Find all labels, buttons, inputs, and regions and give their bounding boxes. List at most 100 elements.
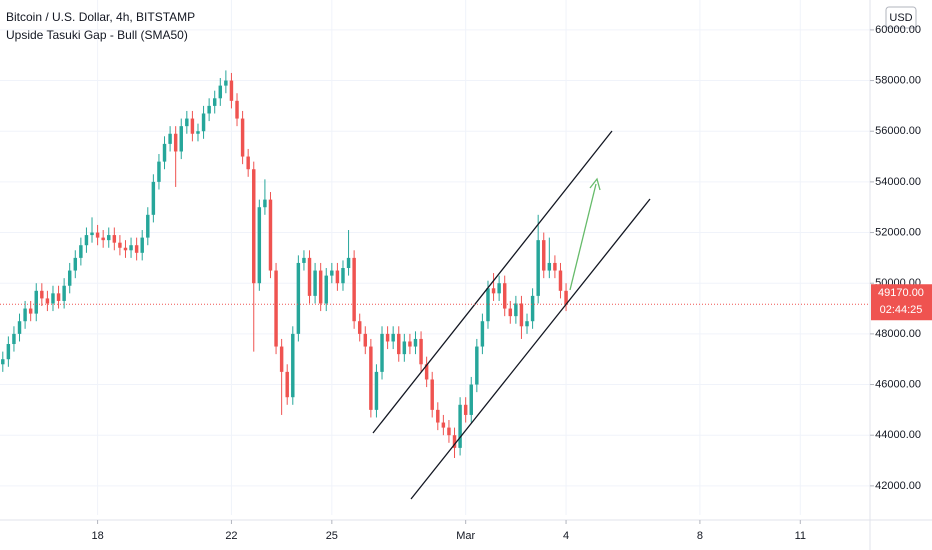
y-tick-label: 56000.00 bbox=[875, 125, 921, 137]
candle-body bbox=[324, 275, 328, 304]
candle-body bbox=[134, 245, 139, 253]
candle-body bbox=[463, 404, 468, 415]
x-tick-label: Mar bbox=[456, 530, 475, 542]
candle-body bbox=[62, 285, 66, 301]
candle-body bbox=[229, 80, 234, 101]
candle-body bbox=[112, 235, 117, 243]
candle-body bbox=[1, 359, 5, 365]
candle-body bbox=[40, 290, 44, 299]
candle-body bbox=[140, 237, 144, 253]
candle-body bbox=[302, 257, 306, 263]
candle-body bbox=[497, 283, 501, 294]
candle-body bbox=[157, 161, 161, 182]
candle-body bbox=[313, 270, 317, 296]
candle-body bbox=[447, 427, 451, 436]
currency-label[interactable]: USD bbox=[889, 12, 912, 24]
arrow-line bbox=[569, 183, 597, 291]
y-tick-label: 54000.00 bbox=[875, 176, 921, 188]
candle-body bbox=[335, 270, 340, 284]
candle-body bbox=[296, 262, 301, 334]
candle-body bbox=[291, 333, 295, 398]
x-tick-label: 18 bbox=[91, 530, 103, 542]
candle-body bbox=[101, 237, 105, 241]
candle-body bbox=[17, 321, 22, 334]
candle-body bbox=[542, 240, 546, 271]
candle-body bbox=[246, 156, 250, 170]
candle-body bbox=[547, 262, 552, 271]
candle-body bbox=[34, 290, 38, 314]
candle-body bbox=[441, 422, 446, 428]
y-tick-label: 58000.00 bbox=[875, 74, 921, 86]
candle-body bbox=[79, 245, 83, 258]
candle-body bbox=[173, 133, 178, 152]
candle-body bbox=[218, 85, 223, 99]
countdown-label: 02:44:25 bbox=[880, 304, 923, 316]
x-tick-label: 11 bbox=[795, 530, 806, 542]
candle-body bbox=[530, 295, 535, 322]
candle-body bbox=[240, 118, 245, 157]
candle-body bbox=[274, 270, 278, 347]
candle-body bbox=[6, 344, 11, 360]
candle-body bbox=[90, 232, 94, 236]
candle-body bbox=[279, 346, 284, 372]
y-tick-label: 46000.00 bbox=[875, 378, 921, 390]
chart-title: Bitcoin / U.S. Dollar, 4h, BITSTAMP bbox=[6, 10, 195, 24]
candle-body bbox=[73, 257, 78, 271]
candle-body bbox=[536, 240, 540, 296]
candle-body bbox=[369, 346, 373, 410]
candle-body bbox=[469, 384, 473, 415]
candle-body bbox=[257, 207, 262, 284]
candle-body bbox=[12, 333, 16, 345]
candle-body bbox=[424, 364, 429, 380]
currency-button[interactable] bbox=[885, 6, 917, 29]
candle-body bbox=[508, 308, 513, 317]
candle-body bbox=[458, 404, 462, 448]
candle-body bbox=[436, 409, 440, 423]
candle-body bbox=[45, 298, 50, 304]
channel-lower bbox=[410, 198, 651, 500]
candle-body bbox=[514, 303, 518, 317]
candle-body bbox=[397, 333, 401, 355]
y-tick-label: 42000.00 bbox=[875, 480, 921, 492]
candle-body bbox=[475, 346, 479, 385]
candle-body bbox=[452, 435, 457, 448]
candle-body bbox=[553, 262, 557, 271]
candle-body bbox=[374, 371, 379, 410]
candle-body bbox=[408, 341, 412, 347]
candle-body bbox=[107, 235, 111, 241]
candle-body bbox=[67, 270, 72, 286]
candle-body bbox=[419, 338, 423, 365]
candle-body bbox=[23, 308, 27, 322]
candle-body bbox=[341, 268, 345, 284]
indicator-label: Upside Tasuki Gap - Bull (SMA50) bbox=[6, 28, 188, 42]
candle-body bbox=[486, 288, 490, 322]
candle-body bbox=[391, 333, 395, 342]
candle-body bbox=[201, 113, 206, 132]
candle-body bbox=[525, 321, 529, 327]
candle-body bbox=[330, 270, 334, 276]
candle-body bbox=[352, 257, 356, 322]
candle-body bbox=[118, 242, 122, 248]
candle-body bbox=[196, 131, 200, 134]
candle-body bbox=[56, 293, 61, 301]
candle-body bbox=[285, 371, 289, 398]
candle-body bbox=[179, 126, 183, 152]
candle-body bbox=[519, 303, 524, 327]
last-price-box bbox=[871, 284, 932, 321]
candle-body bbox=[235, 100, 239, 119]
candle-body bbox=[162, 143, 167, 162]
y-tick-label: 52000.00 bbox=[875, 226, 921, 238]
candle-body bbox=[185, 118, 189, 127]
candle-body bbox=[385, 333, 390, 342]
candle-body bbox=[84, 235, 89, 246]
candle-body bbox=[129, 245, 133, 251]
y-tick-label: 48000.00 bbox=[875, 328, 921, 340]
candle-body bbox=[252, 169, 256, 284]
last-price-label: 49170.00 bbox=[878, 287, 924, 299]
candle-body bbox=[480, 321, 485, 347]
candle-body bbox=[190, 118, 195, 134]
candle-body bbox=[502, 283, 507, 309]
candle-body bbox=[207, 105, 211, 114]
candle-body bbox=[558, 270, 563, 291]
